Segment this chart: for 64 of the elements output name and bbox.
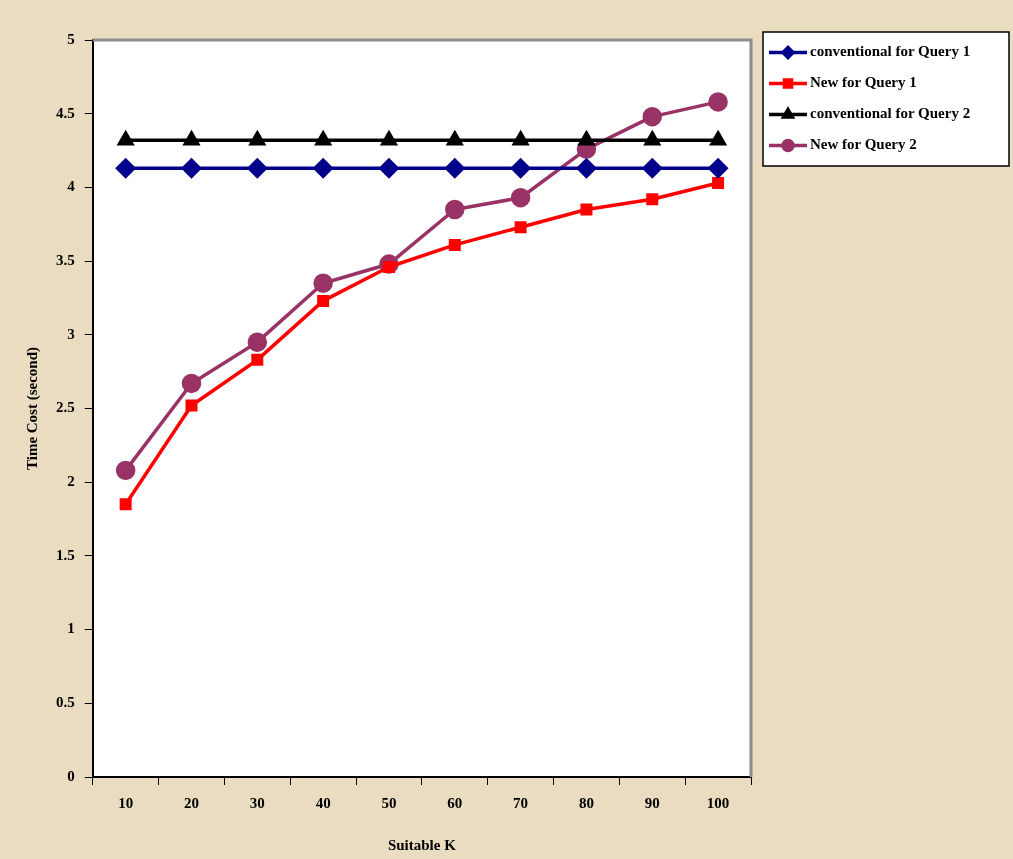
point — [514, 221, 527, 234]
x-tick-label: 80 — [578, 794, 594, 811]
y-tick-label: 0 — [67, 767, 75, 784]
point — [580, 203, 593, 216]
x-tick-label: 90 — [644, 794, 660, 811]
y-tick-label: 2 — [67, 473, 75, 490]
point — [642, 106, 663, 127]
point — [512, 131, 529, 146]
x-tick-label: 50 — [381, 794, 397, 811]
point — [445, 158, 465, 178]
point — [446, 131, 463, 146]
point — [181, 373, 202, 394]
y-tick-label: 1 — [67, 620, 75, 637]
point — [445, 199, 465, 220]
point — [578, 131, 595, 146]
point — [313, 158, 333, 178]
y-tick-label: 5 — [67, 30, 75, 47]
x-axis-title: Suitable K — [387, 836, 457, 853]
legend-label: New for Query 1 — [810, 74, 917, 91]
y-tick-label: 0.5 — [56, 694, 75, 711]
y-tick-label: 1.5 — [56, 546, 75, 563]
legend-label: conventional for Query 2 — [810, 105, 971, 122]
x-tick-label: 100 — [706, 794, 730, 811]
point — [710, 131, 726, 146]
x-tick-label: 10 — [118, 794, 134, 811]
x-tick-label: 20 — [183, 794, 199, 811]
y-tick-label: 3.5 — [56, 251, 75, 268]
point — [317, 294, 330, 307]
point — [448, 238, 461, 251]
point — [708, 92, 728, 112]
point — [510, 187, 531, 208]
point — [247, 158, 268, 178]
point — [642, 158, 663, 178]
point — [708, 158, 728, 178]
point — [117, 131, 134, 146]
point — [646, 193, 659, 206]
y-tick-label: 4.5 — [56, 104, 75, 121]
x-tick-label: 70 — [513, 794, 529, 811]
legend-label: conventional for Query 1 — [810, 43, 971, 60]
point — [712, 176, 725, 189]
x-tick-label: 30 — [249, 794, 265, 811]
point — [381, 131, 397, 146]
point — [315, 131, 331, 146]
point — [251, 353, 264, 366]
x-tick-label: 60 — [447, 794, 463, 811]
x-tick-label: 40 — [315, 794, 331, 811]
y-tick-label: 2.5 — [56, 399, 75, 416]
y-axis-title: Time Cost (second) — [23, 346, 41, 471]
point — [379, 158, 399, 178]
point — [249, 131, 266, 146]
point — [183, 131, 200, 146]
point — [115, 158, 136, 178]
point — [644, 131, 661, 146]
point — [181, 158, 202, 178]
point — [313, 273, 333, 293]
legend-label: New for Query 2 — [810, 136, 917, 153]
point — [115, 460, 136, 481]
y-tick-label: 3 — [67, 325, 75, 342]
point — [119, 498, 132, 511]
point — [576, 158, 597, 178]
point — [185, 399, 198, 412]
point — [247, 332, 268, 352]
y-tick-label: 4 — [67, 178, 76, 195]
point — [510, 158, 531, 178]
